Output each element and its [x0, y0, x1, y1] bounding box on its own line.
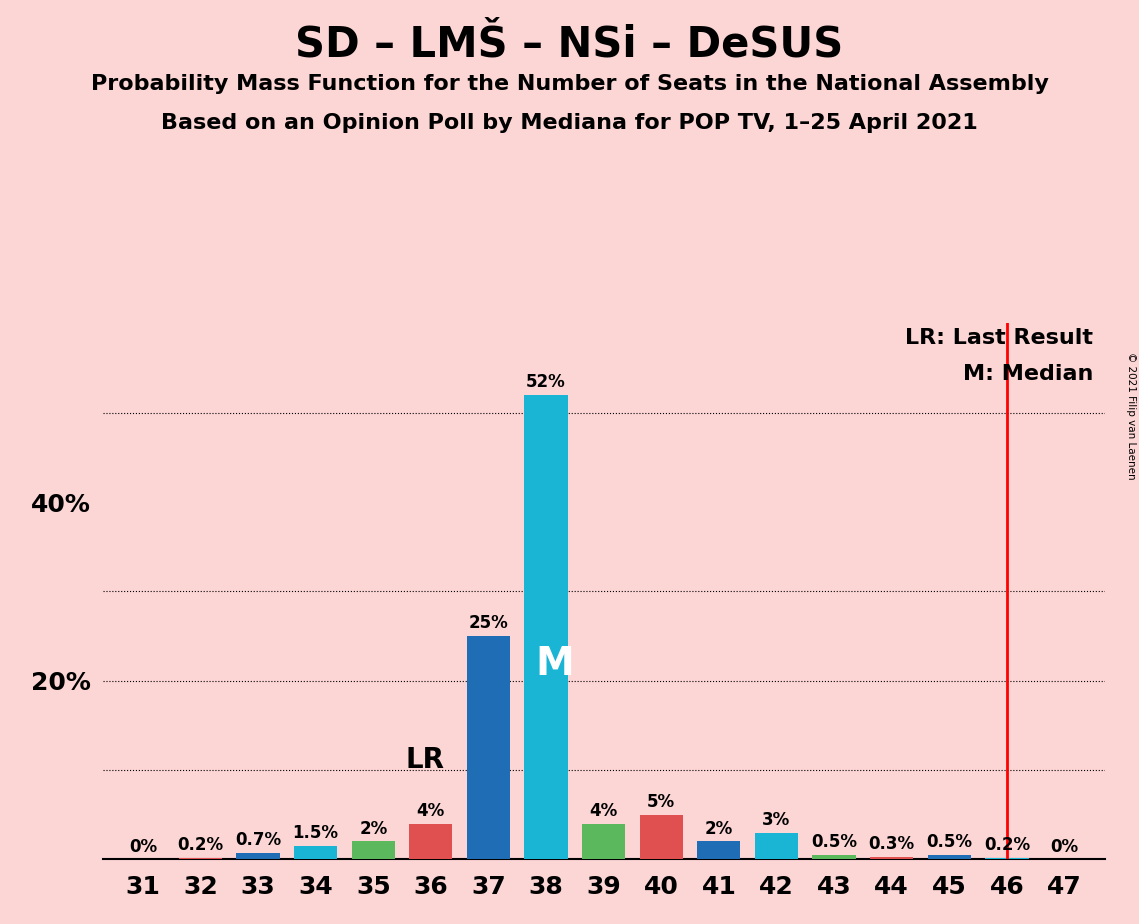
Bar: [870, 857, 913, 859]
Bar: [755, 833, 798, 859]
Text: 1.5%: 1.5%: [293, 824, 338, 843]
Text: LR: Last Result: LR: Last Result: [906, 328, 1093, 347]
Bar: [179, 857, 222, 859]
Bar: [985, 857, 1029, 859]
Text: 0%: 0%: [129, 838, 157, 856]
Text: LR: LR: [405, 747, 444, 774]
Bar: [582, 823, 625, 859]
Text: 0.5%: 0.5%: [811, 833, 857, 851]
Text: 4%: 4%: [590, 802, 617, 820]
Bar: [640, 815, 683, 859]
Text: 0.2%: 0.2%: [178, 836, 223, 854]
Text: 0.3%: 0.3%: [869, 835, 915, 853]
Text: 4%: 4%: [417, 802, 445, 820]
Bar: [294, 846, 337, 859]
Bar: [812, 855, 855, 859]
Text: 0.2%: 0.2%: [984, 836, 1030, 854]
Bar: [524, 395, 567, 859]
Text: 0%: 0%: [1050, 838, 1079, 856]
Bar: [352, 842, 395, 859]
Text: Probability Mass Function for the Number of Seats in the National Assembly: Probability Mass Function for the Number…: [91, 74, 1048, 94]
Text: 52%: 52%: [526, 373, 566, 391]
Bar: [467, 636, 510, 859]
Bar: [409, 823, 452, 859]
Text: Based on an Opinion Poll by Mediana for POP TV, 1–25 April 2021: Based on an Opinion Poll by Mediana for …: [161, 113, 978, 133]
Bar: [927, 855, 970, 859]
Text: 5%: 5%: [647, 793, 675, 811]
Text: 3%: 3%: [762, 811, 790, 829]
Text: 0.7%: 0.7%: [235, 832, 281, 849]
Text: 25%: 25%: [468, 614, 508, 632]
Text: 2%: 2%: [705, 820, 734, 838]
Text: SD – LMŠ – NSi – DeSUS: SD – LMŠ – NSi – DeSUS: [295, 23, 844, 65]
Bar: [237, 853, 280, 859]
Bar: [697, 842, 740, 859]
Text: M: Median: M: Median: [962, 364, 1093, 383]
Text: M: M: [535, 645, 574, 683]
Text: 0.5%: 0.5%: [926, 833, 973, 851]
Text: © 2021 Filip van Laenen: © 2021 Filip van Laenen: [1126, 352, 1136, 480]
Text: 2%: 2%: [359, 820, 387, 838]
